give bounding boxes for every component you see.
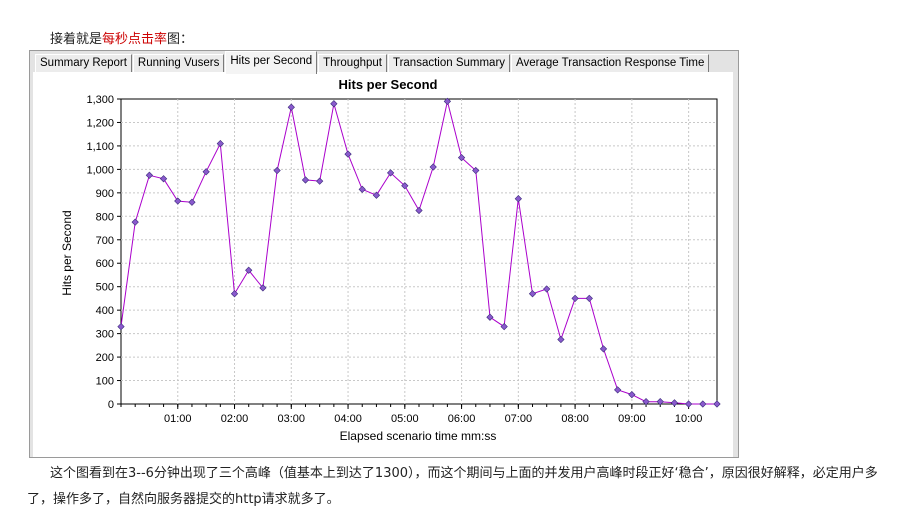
y-tick-label: 500 — [96, 282, 114, 294]
chart-area: Hits per Second Hits per Second Elapsed … — [33, 72, 733, 457]
data-point — [230, 290, 239, 298]
data-point — [429, 163, 437, 171]
data-point — [316, 177, 324, 185]
data-point — [174, 197, 182, 205]
data-point — [358, 185, 366, 193]
data-point — [145, 171, 154, 179]
data-point — [599, 345, 608, 353]
y-tick-label: 1,200 — [86, 117, 114, 129]
data-point — [614, 386, 622, 394]
tab-average-transaction-response-time[interactable]: Average Transaction Response Time — [511, 54, 710, 73]
data-point — [571, 294, 579, 303]
data-point — [216, 139, 224, 148]
y-tick-label: 600 — [96, 258, 114, 270]
y-tick-label: 800 — [96, 211, 114, 223]
x-tick-label: 03:00 — [278, 413, 306, 425]
x-tick-label: 06:00 — [448, 413, 476, 425]
data-point — [159, 175, 168, 183]
data-point — [543, 285, 551, 293]
hits-per-second-chart: Hits per Second Hits per Second Elapsed … — [60, 77, 721, 443]
data-point — [131, 218, 139, 226]
tab-hits-per-second[interactable]: Hits per Second — [225, 51, 318, 74]
data-point — [684, 400, 693, 408]
intro-text: 接着就是每秒点击率图： — [50, 28, 193, 47]
tab-bar: Summary Report Running Vusers Hits per S… — [35, 51, 710, 74]
data-point — [457, 154, 466, 162]
data-point — [301, 176, 310, 184]
data-point — [386, 169, 395, 177]
data-point — [699, 400, 707, 408]
data-point — [486, 313, 494, 321]
chart-title: Hits per Second — [339, 77, 438, 92]
x-tick-label: 05:00 — [391, 413, 419, 425]
data-point — [330, 100, 338, 108]
data-point — [372, 191, 381, 199]
y-tick-label: 0 — [108, 399, 114, 411]
data-point — [245, 266, 253, 274]
intro-suffix: 图： — [167, 32, 194, 47]
intro-highlight: 每秒点击率 — [102, 32, 168, 47]
x-tick-label: 10:00 — [675, 413, 703, 425]
data-point — [202, 168, 210, 176]
chart-xlabel: Elapsed scenario time mm:ss — [340, 429, 497, 443]
tab-throughput[interactable]: Throughput — [318, 54, 387, 73]
x-tick-label: 02:00 — [221, 413, 249, 425]
data-point — [401, 182, 409, 190]
y-tick-label: 1,000 — [86, 164, 114, 176]
chart-ylabel: Hits per Second — [60, 210, 74, 295]
intro-prefix: 接着就是 — [50, 32, 103, 47]
data-point — [528, 290, 537, 298]
analysis-panel: Summary Report Running Vusers Hits per S… — [29, 50, 739, 458]
data-point — [670, 399, 679, 407]
data-point — [415, 206, 423, 215]
data-point — [557, 335, 565, 344]
y-tick-label: 700 — [96, 235, 114, 247]
data-point — [273, 166, 281, 175]
data-point — [514, 195, 522, 203]
x-tick-label: 08:00 — [561, 413, 589, 425]
data-point — [585, 294, 593, 303]
plot-frame — [120, 98, 718, 405]
data-point — [656, 398, 664, 406]
data-point — [287, 103, 295, 111]
y-tick-label: 300 — [96, 329, 114, 341]
x-tick-label: 01:00 — [164, 413, 192, 425]
data-point — [713, 400, 721, 408]
x-tick-label: 04:00 — [334, 413, 362, 425]
y-tick-label: 100 — [96, 376, 114, 388]
data-point — [188, 198, 196, 206]
tab-running-vusers[interactable]: Running Vusers — [132, 54, 225, 73]
data-point — [259, 284, 267, 292]
tab-transaction-summary[interactable]: Transaction Summary — [387, 54, 511, 73]
x-tick-label: 09:00 — [618, 413, 646, 425]
x-tick-label: 07:00 — [505, 413, 533, 425]
data-point — [628, 390, 636, 399]
data-point — [443, 97, 452, 105]
data-point — [344, 150, 352, 158]
y-tick-label: 1,100 — [86, 141, 114, 153]
data-point — [500, 322, 508, 331]
outro-text: 这个图看到在3--6分钟出现了三个高峰（值基本上到达了1300），而这个期间与上… — [27, 466, 878, 507]
y-tick-label: 400 — [96, 305, 114, 317]
data-point — [117, 322, 125, 331]
y-tick-label: 900 — [96, 188, 114, 200]
data-point — [472, 166, 480, 175]
y-tick-label: 200 — [96, 352, 114, 364]
tab-summary-report[interactable]: Summary Report — [35, 54, 132, 73]
y-tick-label: 1,300 — [86, 94, 114, 106]
data-point — [642, 398, 650, 406]
